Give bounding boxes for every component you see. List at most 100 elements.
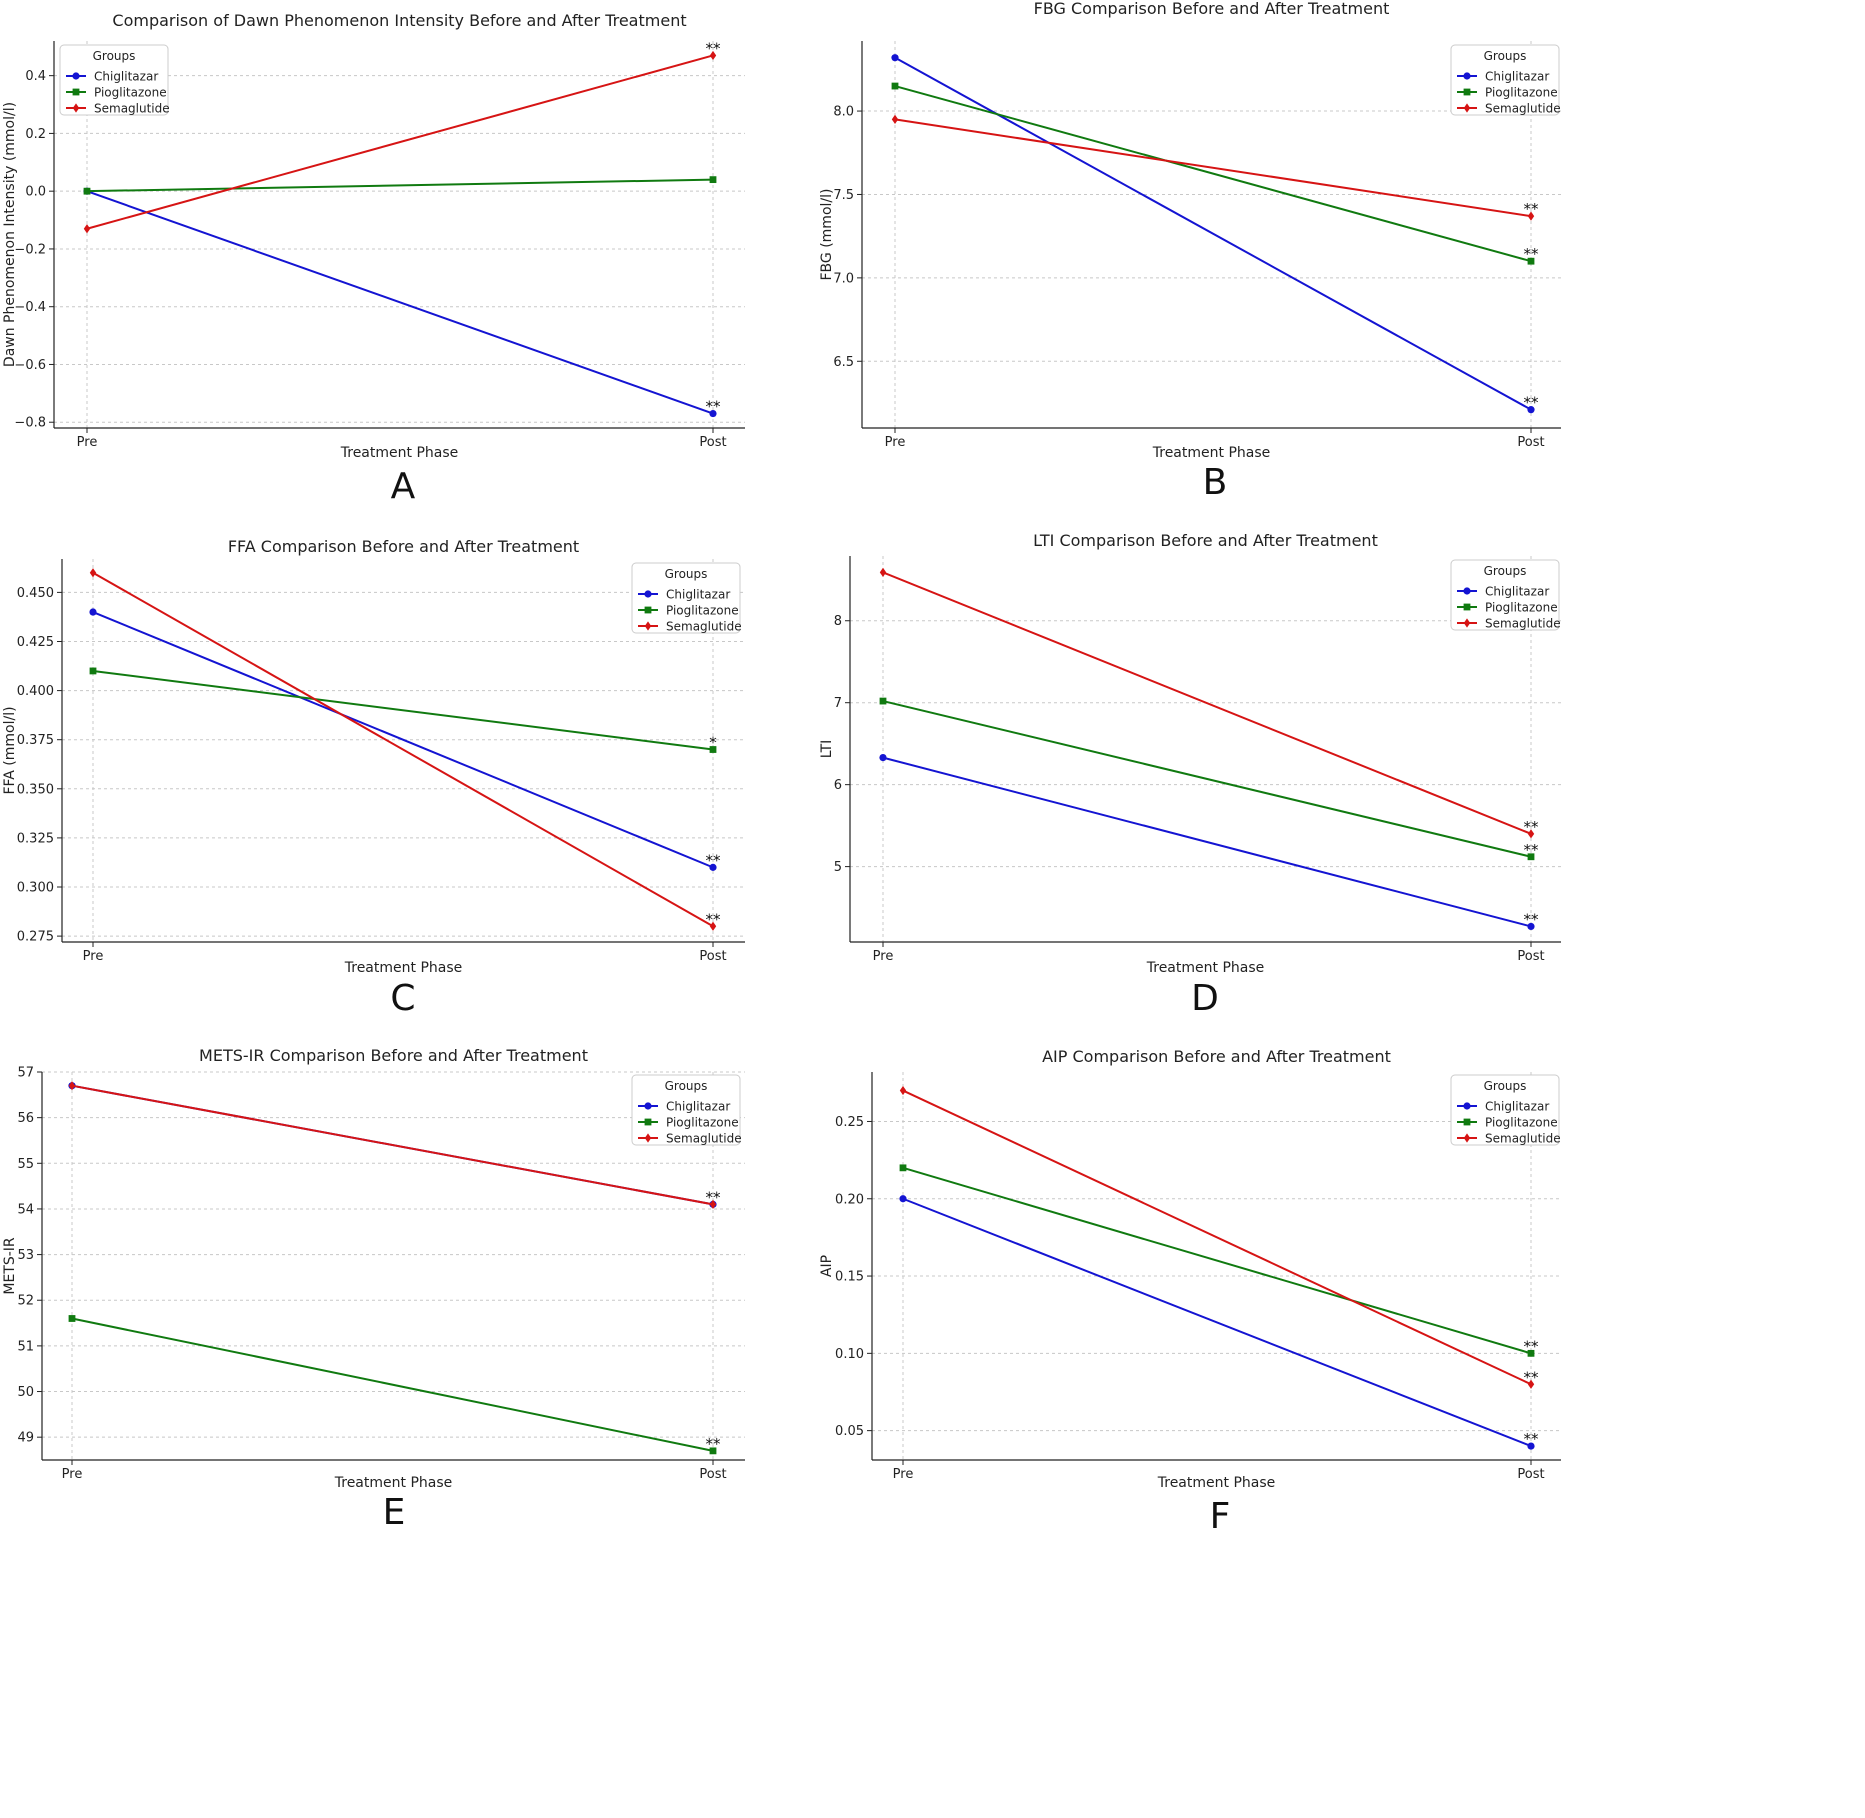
data-point-semaglutide (709, 50, 717, 61)
legend-marker (644, 1102, 652, 1110)
legend-box (1450, 44, 1560, 116)
x-tick-label: Pre (893, 1467, 914, 1482)
data-point-pioglitazone (1527, 257, 1535, 265)
legend-label: Chiglitazar (1485, 69, 1549, 83)
y-tick-label: 56 (17, 1111, 34, 1126)
data-point-semaglutide (68, 1081, 76, 1091)
legend-label: Semaglutide (1485, 1131, 1561, 1145)
x-axis-label: Treatment Phase (1146, 960, 1265, 976)
legend-title: Groups (665, 567, 708, 581)
y-tick-label: 7 (834, 696, 842, 711)
legend-marker (1463, 1102, 1471, 1110)
y-tick-label: 0.350 (17, 782, 54, 797)
x-tick-label: Pre (62, 1467, 83, 1482)
x-axis-label: Treatment Phase (340, 445, 459, 461)
legend-marker (72, 72, 80, 80)
y-tick-label: 57 (17, 1066, 34, 1081)
significance-annotation: ** (1524, 818, 1540, 836)
legend-marker (1463, 103, 1471, 113)
x-tick-label: Post (699, 435, 726, 450)
data-point-chiglitazar (879, 754, 887, 762)
data-point-pioglitazone (1527, 853, 1535, 861)
data-point-semaglutide (1527, 211, 1535, 221)
panel-letter: B (1203, 462, 1228, 503)
legend-label: Semaglutide (1485, 616, 1561, 630)
y-axis-label: LTI (819, 740, 835, 759)
y-tick-label: 5 (834, 860, 842, 875)
data-point-semaglutide (891, 114, 899, 125)
data-point-pioglitazone (83, 187, 91, 195)
data-point-semaglutide (879, 567, 887, 577)
legend: Groups Chiglitazar Pioglitazone Semaglutide (631, 562, 742, 634)
legend-label: Chiglitazar (1485, 584, 1549, 598)
legend-label: Semaglutide (666, 619, 742, 633)
x-tick-label: Pre (83, 949, 104, 964)
chart-panel-a: Comparison of Dawn Phenomenon Intensity … (2, 11, 745, 507)
data-point-pioglitazone (891, 82, 899, 90)
y-axis-label: FFA (mmol/l) (2, 706, 18, 794)
chart-title: LTI Comparison Before and After Treatmen… (1033, 531, 1378, 550)
data-point-chiglitazar (1527, 406, 1535, 414)
x-tick-label: Pre (873, 949, 894, 964)
series-line-semaglutide (86, 54, 714, 230)
data-point-chiglitazar (709, 863, 717, 871)
legend-box (1450, 559, 1560, 631)
series-line-semaglutide (92, 571, 714, 928)
data-point-chiglitazar (1527, 1442, 1535, 1450)
data-point-semaglutide (1527, 1379, 1535, 1389)
significance-annotation: ** (1524, 1430, 1540, 1448)
series-line-pioglitazone (894, 85, 1532, 263)
y-tick-label: 0.25 (835, 1115, 864, 1130)
legend-marker (644, 1133, 652, 1143)
legend-label: Semaglutide (94, 101, 170, 115)
legend-marker (1463, 72, 1471, 80)
x-tick-label: Post (1517, 1467, 1544, 1482)
chart-title: FBG Comparison Before and After Treatmen… (1034, 0, 1390, 18)
data-point-pioglitazone (89, 667, 97, 675)
series-line-pioglitazone (92, 669, 714, 751)
data-point-chiglitazar (891, 54, 899, 62)
y-tick-label: 55 (17, 1157, 34, 1172)
x-tick-label: Post (699, 1467, 726, 1482)
legend-title: Groups (93, 49, 136, 63)
significance-annotation: ** (1524, 1337, 1540, 1355)
data-point-semaglutide (1527, 829, 1535, 839)
y-tick-label: 0.450 (17, 586, 54, 601)
chart-panel-f: AIP Comparison Before and After Treatmen… (819, 1047, 1561, 1537)
panel-letter: E (383, 1492, 406, 1533)
y-tick-label: 7.5 (833, 188, 854, 203)
series-line-pioglitazone (86, 178, 714, 193)
chart-title: Comparison of Dawn Phenomenon Intensity … (112, 11, 686, 30)
x-tick-label: Pre (77, 435, 98, 450)
y-tick-label: 51 (17, 1339, 34, 1354)
y-tick-label: 6 (834, 778, 842, 793)
series-line-chiglitazar (882, 756, 1532, 928)
x-axis-label: Treatment Phase (344, 960, 463, 976)
y-tick-label: 0.375 (17, 733, 54, 748)
legend-title: Groups (1484, 1079, 1527, 1093)
y-axis-label: METS-IR (2, 1237, 18, 1295)
significance-annotation: ** (1524, 1368, 1540, 1386)
significance-annotation: ** (706, 1435, 722, 1453)
significance-annotation: ** (1524, 910, 1540, 928)
series-line-semaglutide (71, 1084, 714, 1206)
legend: Groups Chiglitazar Pioglitazone Semaglutide (1450, 559, 1561, 631)
legend-marker (1463, 1118, 1471, 1126)
legend-title: Groups (1484, 564, 1527, 578)
significance-annotation: ** (1524, 841, 1540, 859)
data-point-chiglitazar (1527, 922, 1535, 931)
data-point-pioglitazone (709, 746, 717, 753)
significance-annotation: ** (706, 910, 722, 928)
significance-annotation: ** (706, 39, 722, 57)
data-point-pioglitazone (879, 697, 887, 705)
significance-annotation: ** (1524, 200, 1540, 218)
legend-title: Groups (1484, 49, 1527, 63)
legend-marker (644, 590, 652, 598)
y-tick-label: 0.425 (17, 635, 54, 650)
legend-label: Chiglitazar (666, 1099, 730, 1113)
y-tick-label: 52 (17, 1294, 34, 1309)
data-point-pioglitazone (68, 1315, 76, 1322)
y-tick-label: 54 (17, 1202, 34, 1217)
y-axis-label: FBG (mmol/l) (819, 189, 835, 281)
